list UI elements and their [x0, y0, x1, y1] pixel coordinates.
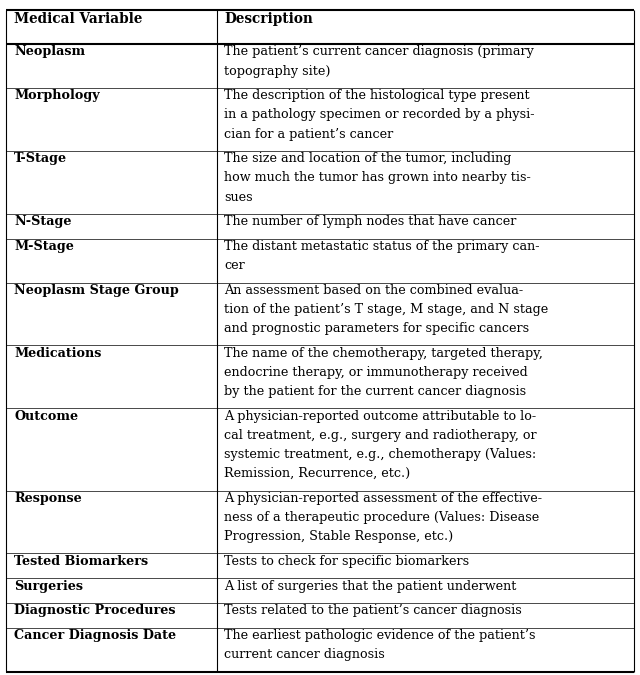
- Text: Tests related to the patient’s cancer diagnosis: Tests related to the patient’s cancer di…: [224, 604, 522, 618]
- Text: M-Stage: M-Stage: [14, 240, 74, 253]
- Text: ness of a therapeutic procedure (Values: Disease: ness of a therapeutic procedure (Values:…: [224, 511, 540, 524]
- Text: T-Stage: T-Stage: [14, 153, 67, 165]
- Text: The name of the chemotherapy, targeted therapy,: The name of the chemotherapy, targeted t…: [224, 347, 543, 360]
- Text: The description of the histological type present: The description of the histological type…: [224, 89, 530, 103]
- Text: Description: Description: [224, 11, 313, 26]
- Text: endocrine therapy, or immunotherapy received: endocrine therapy, or immunotherapy rece…: [224, 366, 528, 379]
- Text: Diagnostic Procedures: Diagnostic Procedures: [14, 604, 175, 618]
- Text: Morphology: Morphology: [14, 89, 100, 103]
- Text: tion of the patient’s T stage, M stage, and N stage: tion of the patient’s T stage, M stage, …: [224, 303, 548, 316]
- Text: Tests to check for specific biomarkers: Tests to check for specific biomarkers: [224, 555, 469, 568]
- Text: cian for a patient’s cancer: cian for a patient’s cancer: [224, 128, 394, 140]
- Text: by the patient for the current cancer diagnosis: by the patient for the current cancer di…: [224, 385, 526, 398]
- Text: how much the tumor has grown into nearby tis-: how much the tumor has grown into nearby…: [224, 171, 531, 184]
- Text: cal treatment, e.g., surgery and radiotherapy, or: cal treatment, e.g., surgery and radioth…: [224, 429, 537, 442]
- Text: Cancer Diagnosis Date: Cancer Diagnosis Date: [14, 629, 176, 642]
- Text: in a pathology specimen or recorded by a physi-: in a pathology specimen or recorded by a…: [224, 109, 534, 121]
- Text: Medical Variable: Medical Variable: [14, 11, 143, 26]
- Text: A list of surgeries that the patient underwent: A list of surgeries that the patient und…: [224, 580, 516, 593]
- Text: Tested Biomarkers: Tested Biomarkers: [14, 555, 148, 568]
- Text: The number of lymph nodes that have cancer: The number of lymph nodes that have canc…: [224, 215, 516, 228]
- Text: Remission, Recurrence, etc.): Remission, Recurrence, etc.): [224, 467, 410, 480]
- Text: current cancer diagnosis: current cancer diagnosis: [224, 648, 385, 662]
- Text: topography site): topography site): [224, 65, 331, 78]
- Text: and prognostic parameters for specific cancers: and prognostic parameters for specific c…: [224, 322, 529, 335]
- Text: The distant metastatic status of the primary can-: The distant metastatic status of the pri…: [224, 240, 540, 253]
- Text: Progression, Stable Response, etc.): Progression, Stable Response, etc.): [224, 530, 454, 543]
- Text: Surgeries: Surgeries: [14, 580, 83, 593]
- Text: Outcome: Outcome: [14, 410, 78, 423]
- Text: Response: Response: [14, 492, 82, 505]
- Text: cer: cer: [224, 259, 245, 272]
- Text: Medications: Medications: [14, 347, 102, 360]
- Text: The earliest pathologic evidence of the patient’s: The earliest pathologic evidence of the …: [224, 629, 536, 642]
- Text: A physician-reported assessment of the effective-: A physician-reported assessment of the e…: [224, 492, 542, 505]
- Text: sues: sues: [224, 190, 253, 204]
- Text: An assessment based on the combined evalua-: An assessment based on the combined eval…: [224, 284, 524, 297]
- Text: A physician-reported outcome attributable to lo-: A physician-reported outcome attributabl…: [224, 410, 536, 423]
- Text: Neoplasm Stage Group: Neoplasm Stage Group: [14, 284, 179, 297]
- Text: systemic treatment, e.g., chemotherapy (Values:: systemic treatment, e.g., chemotherapy (…: [224, 448, 536, 461]
- Text: The patient’s current cancer diagnosis (primary: The patient’s current cancer diagnosis (…: [224, 45, 534, 59]
- Text: Neoplasm: Neoplasm: [14, 45, 85, 59]
- Text: The size and location of the tumor, including: The size and location of the tumor, incl…: [224, 153, 511, 165]
- Text: N-Stage: N-Stage: [14, 215, 72, 228]
